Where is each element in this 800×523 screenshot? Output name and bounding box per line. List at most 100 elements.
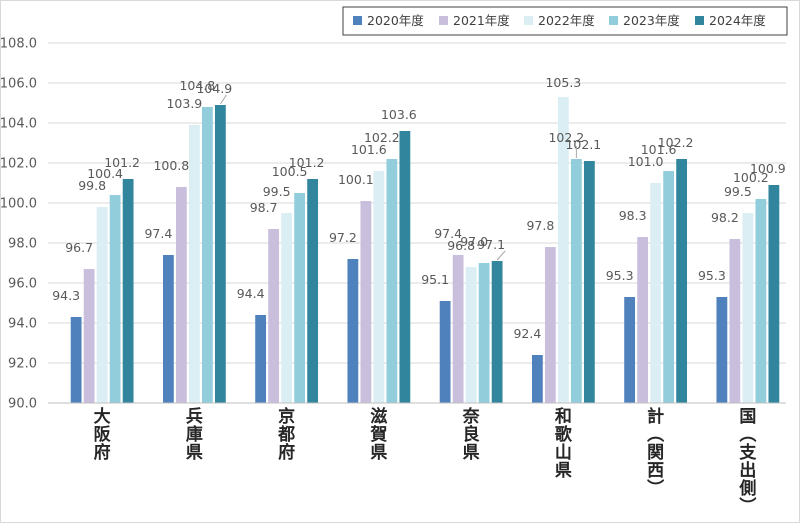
data-label: 102.1 (565, 137, 601, 152)
x-category-label: 大阪府 (94, 406, 111, 463)
bar (742, 213, 754, 403)
bar (214, 105, 226, 403)
data-label: 98.3 (619, 208, 647, 223)
data-label: 103.6 (381, 107, 417, 122)
bar (676, 159, 688, 403)
bar (531, 355, 543, 403)
data-label: 100.5 (272, 164, 308, 179)
data-label: 104.9 (196, 81, 232, 96)
bar (465, 267, 477, 403)
data-label: 96.8 (447, 238, 475, 253)
data-label: 102.2 (364, 130, 400, 145)
bar (109, 195, 121, 403)
bar (162, 255, 174, 403)
y-tick-label: 90.0 (8, 397, 37, 412)
bar (255, 315, 267, 403)
data-label: 95.3 (698, 268, 726, 283)
data-label: 102.2 (658, 135, 694, 150)
data-label: 97.8 (526, 218, 554, 233)
bar (70, 317, 82, 403)
bar (768, 185, 780, 403)
y-tick-label: 100.0 (1, 197, 37, 212)
legend-swatch (609, 16, 618, 25)
bar (624, 297, 636, 403)
x-category-label: 滋賀県 (369, 406, 387, 463)
y-tick-label: 108.0 (1, 37, 37, 52)
legend-label: 2023年度 (623, 13, 680, 28)
bar (268, 229, 280, 403)
bar (96, 207, 108, 403)
legend-label: 2022年度 (538, 13, 595, 28)
bar (729, 239, 741, 403)
data-label: 100.1 (338, 172, 374, 187)
x-category-label: 兵庫県 (186, 406, 203, 463)
bar (386, 159, 398, 403)
data-label: 105.3 (545, 75, 581, 90)
data-label: 102.2 (548, 130, 584, 145)
data-label: 96.7 (65, 240, 93, 255)
data-label: 100.9 (750, 161, 786, 176)
bar (544, 247, 556, 403)
data-label: 100.2 (733, 170, 769, 185)
data-label: 97.1 (477, 237, 505, 252)
data-label: 98.7 (250, 200, 278, 215)
bar (188, 125, 200, 403)
bar (83, 269, 95, 403)
bar (307, 179, 319, 403)
x-category-label: 京都府 (277, 406, 295, 463)
data-label: 94.4 (237, 286, 265, 301)
legend-box (342, 6, 788, 36)
data-label: 101.2 (289, 155, 325, 170)
y-tick-label: 92.0 (8, 357, 37, 372)
legend-swatch (439, 16, 448, 25)
data-label: 98.2 (711, 210, 739, 225)
bar (347, 259, 359, 403)
label-leader-line (496, 250, 506, 261)
bar (360, 201, 372, 403)
bar (557, 97, 569, 403)
data-label: 95.3 (606, 268, 634, 283)
legend-label: 2024年度 (709, 13, 766, 28)
bar (583, 161, 595, 403)
legend-label: 2021年度 (453, 13, 510, 28)
data-label: 101.6 (351, 142, 387, 157)
bar (122, 179, 134, 403)
data-label: 100.4 (87, 166, 123, 181)
bar (439, 301, 451, 403)
x-category-label: 国︵支出側︶ (738, 407, 757, 517)
bar (452, 255, 464, 403)
x-category-label: 和歌山県 (555, 407, 573, 481)
y-tick-label: 94.0 (8, 317, 37, 332)
data-label: 97.2 (329, 230, 357, 245)
x-category-label: 計︵関西︶ (647, 406, 664, 499)
bar (491, 261, 503, 403)
data-label: 101.2 (104, 155, 140, 170)
y-tick-label: 106.0 (1, 77, 37, 92)
x-category-label: 奈良県 (462, 406, 481, 463)
data-label: 103.9 (166, 96, 202, 111)
bar (755, 199, 767, 403)
bar (175, 187, 187, 403)
data-label: 104.8 (179, 78, 215, 93)
y-tick-label: 98.0 (8, 237, 37, 252)
data-label: 97.4 (144, 226, 172, 241)
data-label: 94.3 (52, 288, 80, 303)
data-label: 95.1 (421, 272, 449, 287)
data-label: 100.8 (153, 158, 189, 173)
bar (478, 263, 490, 403)
legend-swatch (353, 16, 362, 25)
legend-swatch (695, 16, 704, 25)
bar (201, 107, 213, 403)
data-label: 99.5 (263, 184, 291, 199)
data-label: 101.6 (641, 142, 677, 157)
bar (373, 171, 385, 403)
data-label: 92.4 (513, 326, 541, 341)
legend-swatch (524, 16, 533, 25)
bar (650, 183, 662, 403)
bar (570, 159, 582, 403)
bar (399, 131, 411, 403)
legend-label: 2020年度 (367, 13, 424, 28)
bar (281, 213, 293, 403)
